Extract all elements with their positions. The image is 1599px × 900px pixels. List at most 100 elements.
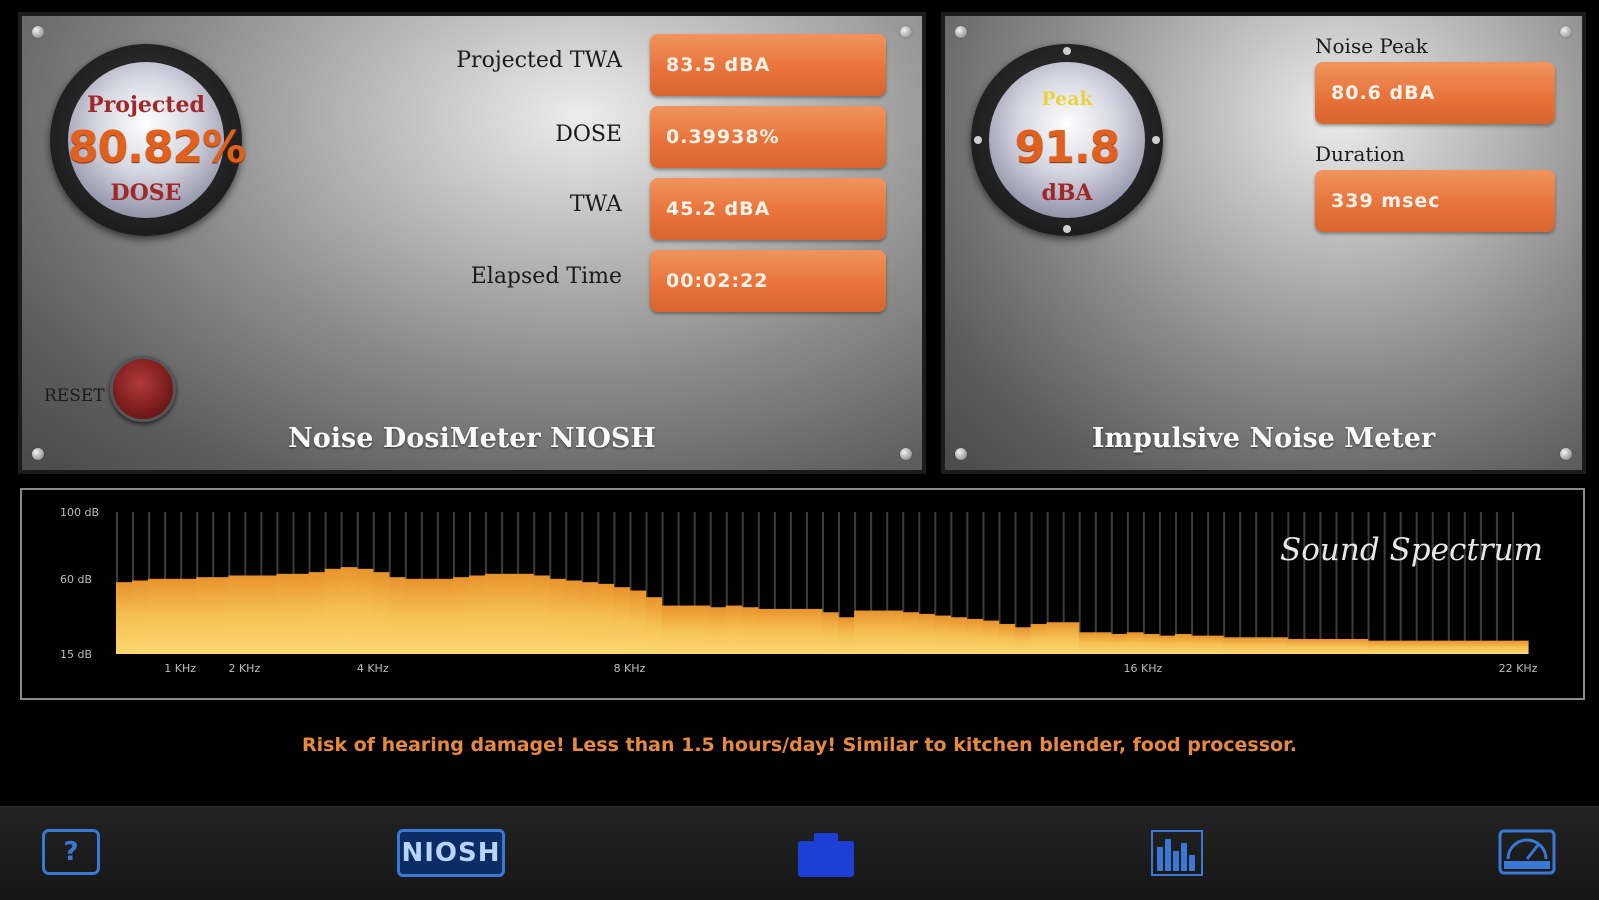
elapsed-time-label: Elapsed Time	[470, 264, 622, 289]
spectrum-grid-line	[1511, 512, 1514, 654]
bottom-tab-bar: ? NIOSH	[0, 806, 1599, 900]
spectrum-bar	[966, 618, 984, 654]
dose-gauge-face: Projected 80.82% DOSE	[68, 62, 246, 218]
spectrum-bar	[549, 578, 566, 654]
spectrum-bar	[1383, 640, 1401, 654]
spectrum-grid-line	[950, 512, 953, 654]
spectrum-bar	[613, 587, 631, 654]
spectrum-bar	[597, 583, 615, 654]
spectrum-bar	[902, 612, 919, 654]
spectrum-bar	[404, 578, 422, 654]
spectrum-bar	[565, 580, 582, 654]
spectrum-grid-line	[918, 512, 921, 654]
sound-spectrum-chart: 100 dB 60 dB 15 dB 1 KHz 2 KHz 4 KHz 8 KHz 16 K…	[20, 488, 1585, 700]
spectrum-bar	[661, 605, 679, 654]
spectrum-grid-line	[1367, 512, 1370, 654]
spectrum-bar	[148, 578, 165, 654]
spectrum-grid-line	[934, 512, 937, 654]
spectrum-bar	[501, 573, 518, 654]
projected-twa-label: Projected TWA	[456, 48, 622, 73]
spectrum-bar	[1062, 622, 1080, 654]
spectrum-grid-line	[998, 512, 1001, 654]
screw-icon	[955, 448, 967, 460]
twa-label: TWA	[569, 192, 622, 217]
spectrum-grid-line	[838, 512, 841, 654]
spectrum-grid-line	[1014, 512, 1017, 654]
spectrum-grid-line	[886, 512, 889, 654]
spectrum-bar	[292, 573, 310, 654]
reset-label: RESET	[44, 386, 105, 406]
spectrum-bar	[1191, 635, 1208, 654]
reset-button[interactable]	[110, 356, 176, 422]
x-tick-label: 8 KHz	[614, 662, 646, 675]
spectrum-bar	[725, 605, 743, 654]
meter-button[interactable]	[1498, 829, 1556, 875]
spectrum-bar	[1014, 627, 1032, 654]
elapsed-time-value: 00:02:22	[650, 250, 886, 312]
spectrum-bar	[629, 590, 647, 654]
y-tick-label: 15 dB	[60, 648, 92, 661]
spectrum-grid-line	[1415, 512, 1418, 654]
spectrum-grid-line	[1094, 512, 1097, 654]
spectrum-bar	[1335, 638, 1353, 654]
screw-icon	[32, 26, 44, 38]
spectrum-bar	[1110, 633, 1128, 654]
x-tick-label: 2 KHz	[228, 662, 260, 675]
spectrum-bar	[1094, 632, 1112, 654]
spectrum-grid-line	[1479, 512, 1482, 654]
noise-peak-value: 80.6 dBA	[1315, 62, 1555, 124]
spectrum-bar	[1319, 638, 1337, 654]
spectrum-bar	[789, 608, 807, 654]
dosimeter-panel: Projected 80.82% DOSE Projected TWA 83.5…	[18, 12, 926, 474]
spectrum-bar	[533, 575, 550, 654]
spectrum-bar	[581, 582, 598, 654]
spectrum-bar	[116, 582, 133, 654]
spectrum-grid-line	[597, 512, 600, 654]
spectrum-grid-line	[1062, 512, 1065, 654]
spectrum-bar	[822, 612, 839, 654]
spectrum-grid-line	[773, 512, 776, 654]
spectrum-bar	[452, 577, 470, 654]
spectrum-bar	[1239, 637, 1256, 654]
niosh-button[interactable]: NIOSH	[397, 829, 505, 877]
spectrum-grid-line	[854, 512, 857, 654]
spectrum-button[interactable]	[1150, 829, 1204, 877]
y-tick-label: 60 dB	[60, 573, 92, 586]
spectrum-bar	[982, 620, 1000, 654]
peak-gauge: Peak 91.8 dBA	[971, 44, 1163, 236]
spectrum-grid-line	[870, 512, 873, 654]
spectrum-bar	[1175, 633, 1192, 654]
x-tick-label: 16 KHz	[1124, 662, 1163, 675]
spectrum-grid-line	[805, 512, 808, 654]
spectrum-grid-line	[677, 512, 680, 654]
spectrum-bar	[1399, 640, 1417, 654]
peak-gauge-value: 91.8	[1014, 122, 1121, 173]
spectrum-grid-line	[1191, 512, 1194, 654]
screw-icon	[900, 448, 912, 460]
spectrum-bar	[677, 605, 695, 654]
spectrum-grid-line	[1447, 512, 1450, 654]
screw-icon	[955, 26, 967, 38]
x-tick-label: 4 KHz	[357, 662, 389, 675]
duration-label: Duration	[1315, 142, 1405, 166]
camera-button[interactable]	[796, 829, 856, 879]
spectrum-bar	[1046, 622, 1064, 654]
spectrum-grid-line	[1383, 512, 1386, 654]
gauge-tick-icon	[974, 136, 982, 144]
spectrum-bar	[324, 568, 342, 654]
spectrum-bar	[1479, 640, 1497, 654]
spectrum-bar	[388, 577, 406, 654]
spectrum-bar	[870, 610, 887, 654]
meter-icon	[1498, 829, 1556, 875]
help-button[interactable]: ?	[42, 829, 100, 875]
niosh-icon: NIOSH	[401, 838, 501, 868]
spectrum-bar	[773, 608, 791, 654]
dose-label: DOSE	[555, 122, 622, 147]
spectrum-bar	[1415, 640, 1433, 654]
spectrum-grid-line	[1207, 512, 1210, 654]
spectrum-bar	[1271, 637, 1288, 654]
spectrum-bar	[469, 575, 486, 654]
projected-twa-value: 83.5 dBA	[650, 34, 886, 96]
twa-value: 45.2 dBA	[650, 178, 886, 240]
spectrum-bar	[934, 615, 951, 654]
